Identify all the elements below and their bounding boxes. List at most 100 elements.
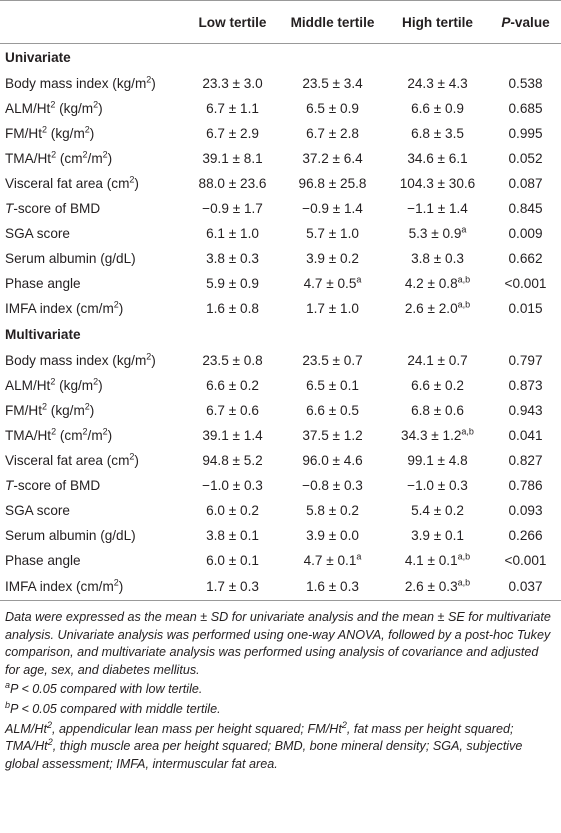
- text: 37.2 ± 6.4: [302, 151, 363, 166]
- text: (cm: [56, 151, 83, 166]
- text: 0.266: [508, 528, 543, 543]
- text: P < 0.05 compared with low tertile.: [10, 682, 203, 697]
- italic: T: [5, 201, 14, 216]
- text: ): [118, 579, 124, 594]
- text: 6.8 ± 3.5: [411, 126, 464, 141]
- superscript: 2: [113, 299, 119, 310]
- footnote: bP < 0.05 compared with middle tertile.: [5, 699, 556, 719]
- section-row: Multivariate: [0, 321, 561, 348]
- cell: 5.7 ± 1.0: [280, 221, 385, 246]
- data-row: ALM/Ht2 (kg/m2) 6.7 ± 1.1 6.5 ± 0.9 6.6 ± 0…: [0, 96, 561, 121]
- superscript: 2: [42, 124, 48, 135]
- text: 6.6 ± 0.5: [306, 403, 359, 418]
- cell: 24.3 ± 4.3: [385, 71, 490, 96]
- text: , thigh muscle area per height squared; …: [5, 739, 523, 771]
- cell: 6.0 ± 0.2: [185, 498, 280, 523]
- header-row: Low tertile Middle tertile High tertile P-v…: [0, 0, 561, 44]
- cell: 23.5 ± 0.8: [185, 348, 280, 373]
- text: <0.001: [504, 553, 547, 568]
- text: 3.9 ± 0.2: [306, 251, 359, 266]
- superscript: a: [356, 274, 362, 285]
- cell: 94.8 ± 5.2: [185, 448, 280, 473]
- row-label: Body mass index (kg/m2): [0, 71, 185, 96]
- text: 23.5 ± 0.7: [302, 353, 363, 368]
- text: −1.0 ± 0.3: [407, 478, 468, 493]
- cell: 4.1 ± 0.1a,b: [385, 548, 490, 573]
- superscript: a,b: [461, 426, 474, 437]
- cell: −1.0 ± 0.3: [185, 473, 280, 498]
- text: 88.0 ± 23.6: [198, 176, 267, 191]
- text: (kg/m: [47, 126, 85, 141]
- section-title: Univariate: [5, 50, 71, 65]
- cell: 104.3 ± 30.6: [385, 171, 490, 196]
- text: 5.3 ± 0.9: [408, 226, 462, 241]
- data-row: FM/Ht2 (kg/m2) 6.7 ± 2.9 6.7 ± 2.8 6.8 ± 3.…: [0, 121, 561, 146]
- text: FM/Ht: [5, 126, 42, 141]
- superscript: 2: [146, 74, 152, 85]
- cell: 88.0 ± 23.6: [185, 171, 280, 196]
- data-row: T-score of BMD −0.9 ± 1.7 −0.9 ± 1.4 −1.1 ±…: [0, 196, 561, 221]
- row-label: Body mass index (kg/m2): [0, 348, 185, 373]
- text: Visceral fat area (cm: [5, 453, 130, 468]
- row-label: IMFA index (cm/m2): [0, 296, 185, 321]
- superscript: b: [5, 699, 11, 710]
- cell: 3.8 ± 0.3: [385, 246, 490, 271]
- text: 0.685: [508, 101, 543, 116]
- footnotes: Data were expressed as the mean ± SD for…: [0, 601, 561, 773]
- text: 24.1 ± 0.7: [407, 353, 468, 368]
- superscript: 2: [84, 124, 90, 135]
- superscript: 2: [146, 351, 152, 362]
- cell: 6.7 ± 1.1: [185, 96, 280, 121]
- cell: 6.8 ± 3.5: [385, 121, 490, 146]
- cell: 6.6 ± 0.2: [185, 373, 280, 398]
- text: TMA/Ht: [5, 428, 52, 443]
- cell: 96.8 ± 25.8: [280, 171, 385, 196]
- cell: 39.1 ± 8.1: [185, 146, 280, 171]
- text: 23.5 ± 3.4: [302, 76, 363, 91]
- text: 0.538: [508, 76, 543, 91]
- cell: −1.1 ± 1.4: [385, 196, 490, 221]
- text: 3.8 ± 0.3: [411, 251, 464, 266]
- text: Low tertile: [198, 14, 267, 30]
- cell: 96.0 ± 4.6: [280, 448, 385, 473]
- cell: 1.7 ± 0.3: [185, 573, 280, 601]
- cell: 0.052: [490, 146, 561, 171]
- text: 0.087: [508, 176, 543, 191]
- footnote: Data were expressed as the mean ± SD for…: [5, 609, 556, 679]
- column-header: Low tertile: [185, 0, 280, 44]
- text: ): [107, 428, 113, 443]
- cell: 0.685: [490, 96, 561, 121]
- italic: P: [501, 14, 511, 30]
- text: 4.2 ± 0.8: [404, 276, 458, 291]
- row-label: Phase angle: [0, 271, 185, 296]
- cell: 5.9 ± 0.9: [185, 271, 280, 296]
- superscript: 2: [82, 149, 88, 160]
- cell: 4.2 ± 0.8a,b: [385, 271, 490, 296]
- row-label: FM/Ht2 (kg/m2): [0, 121, 185, 146]
- data-row: Visceral fat area (cm2) 94.8 ± 5.2 96.0 ± …: [0, 448, 561, 473]
- cell: 0.037: [490, 573, 561, 601]
- text: 5.8 ± 0.2: [306, 503, 359, 518]
- cell: 3.9 ± 0.2: [280, 246, 385, 271]
- cell: 6.0 ± 0.1: [185, 548, 280, 573]
- data-row: SGA score 6.1 ± 1.0 5.7 ± 1.0 5.3 ± 0.9a 0.0…: [0, 221, 561, 246]
- text: (kg/m: [55, 378, 94, 393]
- text: 1.7 ± 1.0: [306, 301, 359, 316]
- text: 0.845: [508, 201, 543, 216]
- superscript: a: [461, 224, 467, 235]
- text: 1.6 ± 0.8: [206, 301, 259, 316]
- superscript: 2: [102, 426, 108, 437]
- cell: 2.6 ± 2.0a,b: [385, 296, 490, 321]
- cell: 37.5 ± 1.2: [280, 423, 385, 448]
- text: -value: [510, 14, 550, 30]
- cell: 2.6 ± 0.3a,b: [385, 573, 490, 601]
- text: -score of BMD: [13, 201, 101, 216]
- cell: 0.041: [490, 423, 561, 448]
- row-label: TMA/Ht2 (cm2/m2): [0, 146, 185, 171]
- data-row: Body mass index (kg/m2) 23.5 ± 0.8 23.5 ± …: [0, 348, 561, 373]
- cell: −0.9 ± 1.4: [280, 196, 385, 221]
- data-row: Serum albumin (g/dL) 3.8 ± 0.1 3.9 ± 0.0 3.…: [0, 523, 561, 548]
- row-label: T-score of BMD: [0, 473, 185, 498]
- superscript: 2: [47, 719, 53, 730]
- cell: <0.001: [490, 548, 561, 573]
